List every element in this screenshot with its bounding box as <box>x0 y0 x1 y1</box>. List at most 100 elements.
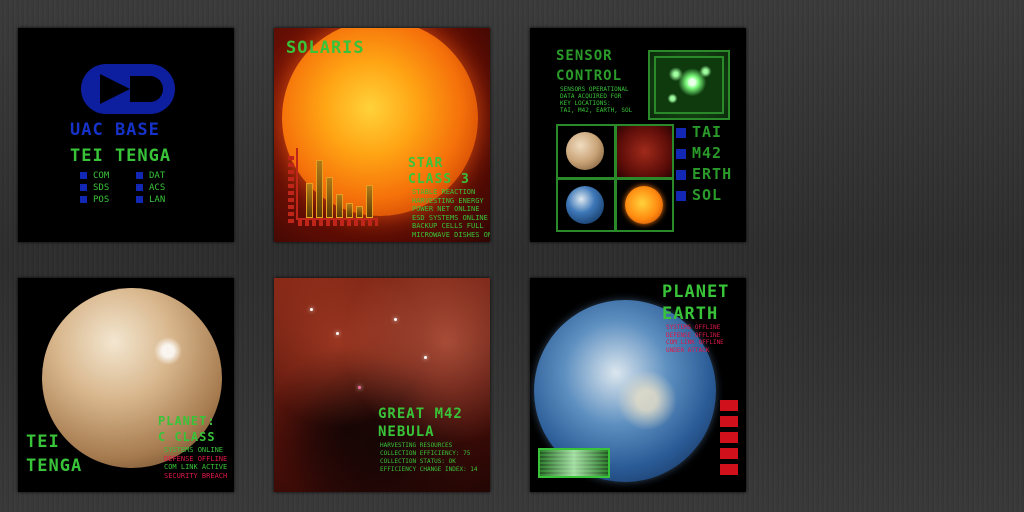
thumb-earth[interactable] <box>558 179 614 230</box>
star-icon <box>310 308 313 311</box>
energy-bar <box>306 183 313 218</box>
nebula-heading: GREAT M42 <box>378 406 463 422</box>
energy-bar <box>356 206 363 218</box>
square-icon <box>676 169 686 180</box>
status-line: EFFICIENCY CHANGE INDEX: 14 <box>380 466 478 473</box>
status-line: BACKUP CELLS FULL <box>412 222 484 230</box>
status-line: SYSTEMS ONLINE <box>164 446 224 454</box>
star-status-list: STABLE REACTION HARVESTING ENERGY POWER … <box>412 188 490 239</box>
uac-base-panel: UAC BASE TEI TENGA COM DAT SDS ACS POS L… <box>18 28 234 242</box>
info-line: KEY LOCATIONS: <box>560 100 611 107</box>
planet-class: C CLASS <box>158 430 216 444</box>
nebula-name: NEBULA <box>378 424 435 440</box>
info-line: DATA ACQUIRED FOR <box>560 93 622 100</box>
status-line: MICROWAVE DISHES ON <box>412 230 490 239</box>
status-line: COLLECTION STATUS: OK <box>380 458 456 465</box>
chart-axis-marks <box>288 156 294 224</box>
star-icon <box>336 332 339 335</box>
status-line: COLLECTION EFFICIENCY: 75 <box>380 450 471 457</box>
energy-bar <box>316 160 323 218</box>
square-icon <box>676 148 686 159</box>
solaris-panel: SOLARIS STAR CLASS 3 STABLE REACTION HAR… <box>274 28 490 242</box>
planet-tai-panel: TEI TENGA PLANET: C CLASS SYSTEMS ONLINE… <box>18 278 234 492</box>
uac-logo-icon <box>81 64 175 114</box>
square-icon <box>80 184 87 191</box>
status-line: STABLE REACTION <box>412 188 476 196</box>
star-heading: STAR <box>408 156 444 171</box>
location-thumbnails <box>556 124 674 232</box>
square-icon <box>136 184 143 191</box>
location-item-tai[interactable]: TAI <box>676 122 732 143</box>
menu-item-pos[interactable]: POS <box>80 194 109 206</box>
square-icon <box>676 127 686 138</box>
square-icon <box>80 172 87 179</box>
menu-item-sds[interactable]: SDS <box>80 182 109 194</box>
status-line: DEFENSE OFFLINE <box>666 331 721 339</box>
energy-bar-chart <box>296 148 378 220</box>
location-item-earth[interactable]: ERTH <box>676 164 732 185</box>
menu-item-com[interactable]: COM <box>80 170 109 182</box>
planet-name-line1: TEI <box>26 432 60 452</box>
location-item-m42[interactable]: M42 <box>676 143 732 164</box>
alert-indicator <box>720 432 738 443</box>
square-icon <box>80 196 87 203</box>
energy-bar <box>326 177 333 218</box>
status-line: POWER NET ONLINE <box>412 205 480 213</box>
nebula-image <box>274 278 490 492</box>
alert-indicator <box>720 400 738 411</box>
energy-bar <box>336 194 343 218</box>
uac-title: UAC BASE <box>70 120 160 140</box>
status-line: HARVESTING RESOURCES <box>380 442 453 449</box>
sensor-control-panel: SENSOR CONTROL SENSORS OPERATIONAL DATA … <box>530 28 746 242</box>
info-line: TAI, M42, EARTH, SOL <box>560 107 633 114</box>
sensor-subtitle: CONTROL <box>556 68 623 84</box>
thumb-tai[interactable] <box>558 126 614 177</box>
chart-axis-marks <box>298 220 378 226</box>
menu-item-dat[interactable]: DAT <box>136 170 165 182</box>
thumb-m42[interactable] <box>616 126 672 177</box>
planet-earth-icon <box>566 185 604 224</box>
star-icon <box>394 318 397 321</box>
radar-screen <box>654 56 724 114</box>
square-icon <box>136 172 143 179</box>
radar-display <box>648 50 730 120</box>
solaris-title: SOLARIS <box>286 38 365 58</box>
signal-display <box>538 448 610 478</box>
alert-indicator <box>720 464 738 475</box>
status-line: ESD SYSTEMS ONLINE <box>412 213 488 222</box>
energy-bar <box>366 185 373 218</box>
nebula-panel: GREAT M42 NEBULA HARVESTING RESOURCES CO… <box>274 278 490 492</box>
earth-status-list: SYSTEMS OFFLINE DEFENSE OFFLINE COM LINK… <box>666 324 724 354</box>
square-icon <box>676 190 686 201</box>
status-line: DEFENSE OFFLINE <box>164 454 228 463</box>
uac-subtitle: TEI TENGA <box>70 146 172 166</box>
planet-name-line2: TENGA <box>26 456 83 476</box>
status-line: COM LINK ACTIVE <box>164 463 228 471</box>
location-item-sol[interactable]: SOL <box>676 185 732 206</box>
menu-item-acs[interactable]: ACS <box>136 182 165 194</box>
energy-bar <box>346 203 353 218</box>
status-line: SECURITY BREACH <box>164 471 228 480</box>
status-line: UNDER ATTACK <box>666 346 710 354</box>
alert-indicator <box>720 416 738 427</box>
planet-class-heading: PLANET: <box>158 414 216 428</box>
thumb-sol[interactable] <box>616 179 672 230</box>
menu-item-lan[interactable]: LAN <box>136 194 165 206</box>
status-line: COM LINK OFFLINE <box>666 339 724 346</box>
nebula-status-list: HARVESTING RESOURCES COLLECTION EFFICIEN… <box>380 442 478 474</box>
sun-icon <box>624 185 663 224</box>
square-icon <box>136 196 143 203</box>
alert-indicator <box>720 448 738 459</box>
status-line: HARVESTING ENERGY <box>412 196 484 205</box>
sensor-info: SENSORS OPERATIONAL DATA ACQUIRED FOR KE… <box>560 86 632 114</box>
info-line: SENSORS OPERATIONAL <box>560 86 629 93</box>
status-line: SYSTEMS OFFLINE <box>666 324 721 331</box>
planet-status-list: SYSTEMS ONLINE DEFENSE OFFLINE COM LINK … <box>164 446 227 480</box>
sun-image <box>282 28 478 216</box>
star-icon <box>358 386 361 389</box>
planet-tai-icon <box>566 132 604 170</box>
sensor-title: SENSOR <box>556 48 613 64</box>
star-class: CLASS 3 <box>408 172 470 187</box>
star-icon <box>424 356 427 359</box>
mars-planet-image <box>42 288 222 468</box>
